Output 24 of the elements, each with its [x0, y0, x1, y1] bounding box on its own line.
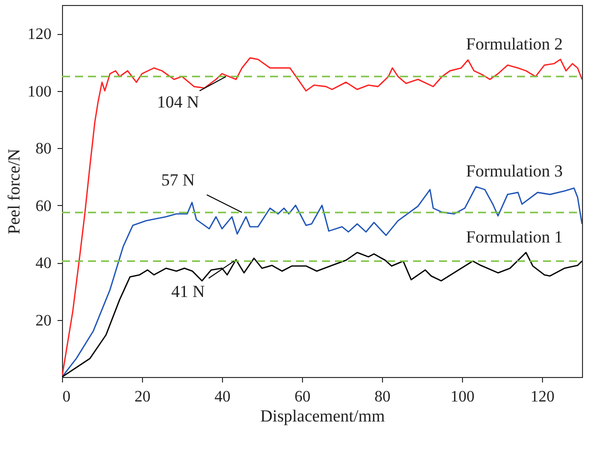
y-tick-label: 40 — [36, 255, 52, 272]
x-axis-title: Displacement/mm — [260, 406, 385, 426]
y-tick-label: 100 — [28, 83, 52, 100]
y-tick-label: 120 — [28, 26, 52, 44]
y-tick-label: 60 — [36, 198, 52, 215]
y-axis-title: Peel force/N — [4, 148, 24, 234]
line-series — [62, 57, 582, 377]
x-tick-label: 20 — [134, 388, 150, 406]
y-tick-label: 20 — [36, 312, 52, 330]
series-label: Formulation 1 — [466, 228, 563, 247]
annotation: 41 N — [171, 282, 205, 302]
x-tick-label: 60 — [294, 388, 310, 406]
x-tick-label: 40 — [214, 388, 230, 406]
line-series — [62, 252, 582, 377]
x-tick-label: 100 — [450, 388, 474, 406]
y-tick-label: 80 — [36, 140, 52, 158]
x-tick-label: 0 — [62, 388, 70, 406]
series-label: Formulation 3 — [466, 162, 563, 181]
line-series — [62, 186, 582, 377]
x-tick-label: 80 — [374, 388, 390, 406]
annotation: 57 N — [161, 170, 195, 190]
annotation: 104 N — [156, 92, 200, 112]
series-label: Formulation 2 — [466, 34, 563, 54]
x-tick-label: 120 — [530, 388, 554, 406]
